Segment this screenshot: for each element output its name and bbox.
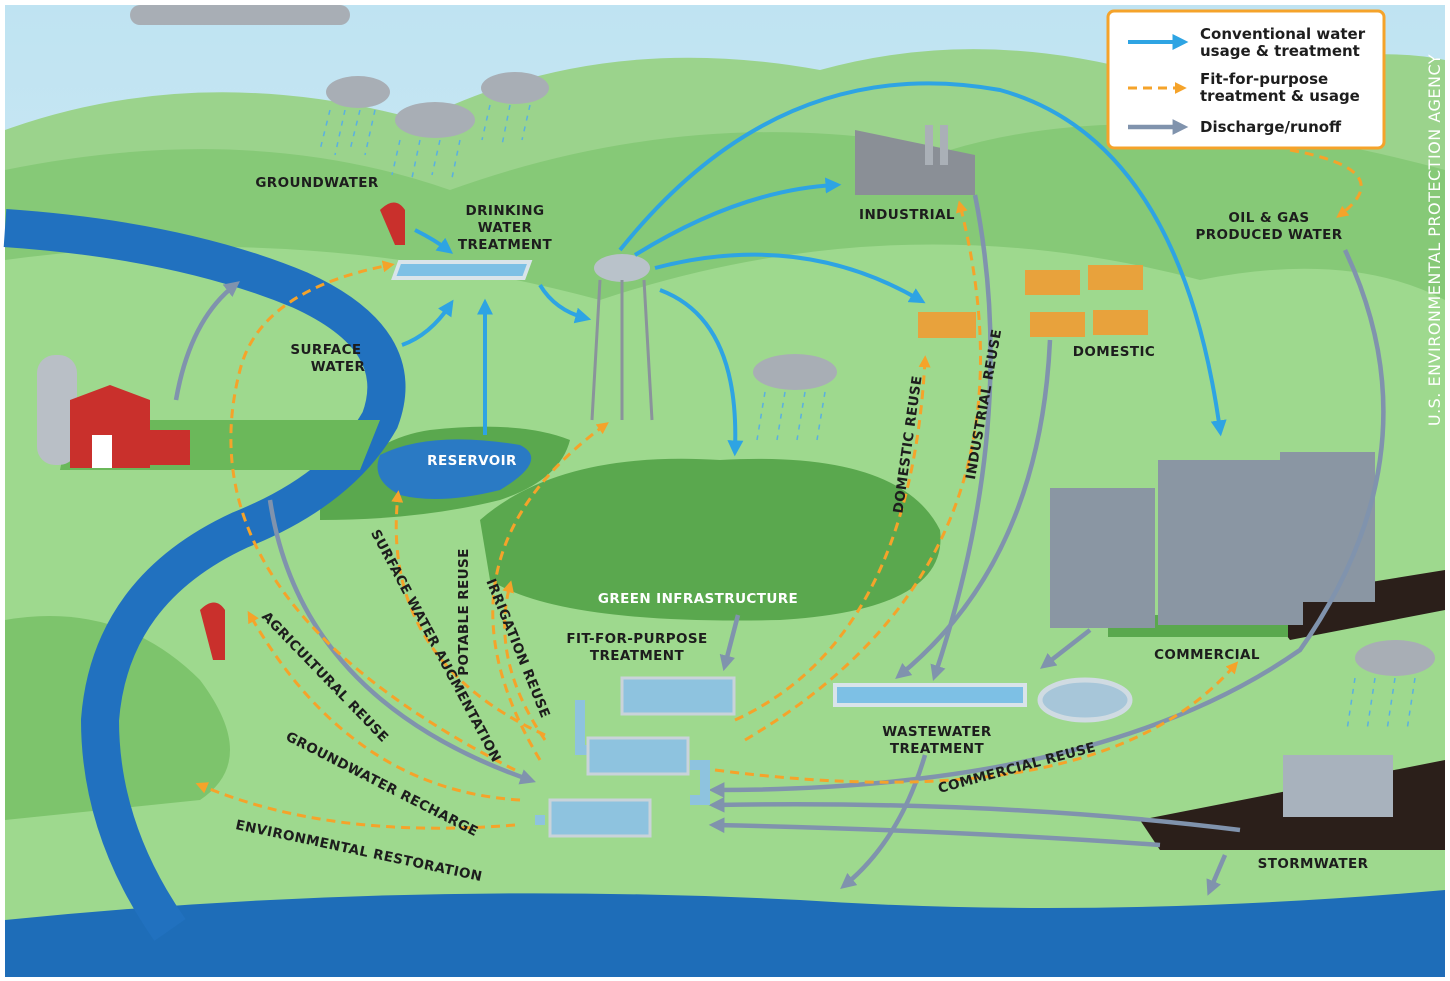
legend-label: Discharge/runoff <box>1200 118 1342 136</box>
place-label: COMMERCIAL <box>1154 647 1260 663</box>
place-label: GREEN INFRASTRUCTURE <box>598 591 798 607</box>
place-label: DOMESTIC <box>1073 344 1155 360</box>
attribution: U.S. ENVIRONMENTAL PROTECTION AGENCY <box>1425 54 1444 426</box>
reuse-label: POTABLE REUSE <box>456 548 472 676</box>
place-label: GROUNDWATER <box>255 175 379 191</box>
place-label: RESERVOIR <box>427 453 517 469</box>
diagram: Conventional waterusage & treatment Fit-… <box>0 0 1450 981</box>
place-label: STORMWATER <box>1258 856 1369 872</box>
place-label: INDUSTRIAL <box>859 207 955 223</box>
